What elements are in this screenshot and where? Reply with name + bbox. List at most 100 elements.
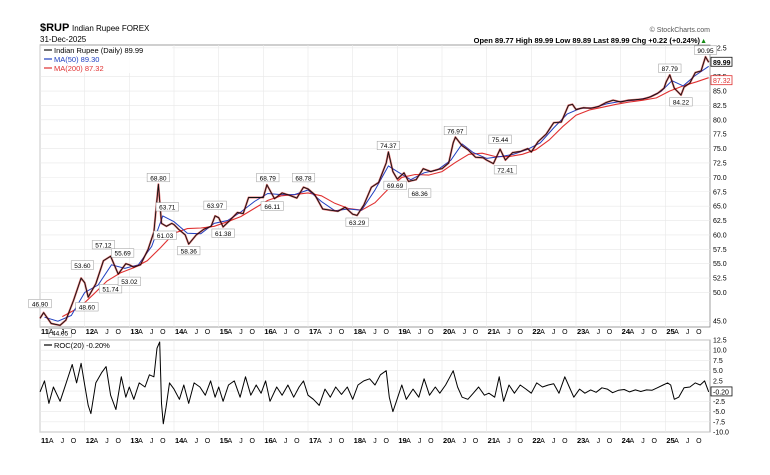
price-tick-label: 62.5: [713, 218, 727, 225]
roc-month-label: A: [361, 438, 366, 445]
price-tick-label: 70.0: [713, 175, 727, 182]
price-month-label: A: [138, 329, 143, 336]
price-month-label: O: [383, 329, 389, 336]
price-month-label: J: [463, 329, 467, 336]
annotation-label: 63.97: [207, 203, 224, 210]
roc-tick-label: 7.5: [713, 358, 723, 365]
annotation-label: 57.12: [95, 242, 112, 249]
price-month-label: J: [373, 329, 377, 336]
roc-year-label: 12: [86, 436, 94, 445]
annotation-box: [146, 173, 170, 183]
annotation-box: [292, 173, 316, 183]
roc-month-label: J: [105, 438, 109, 445]
roc-line: [39, 341, 710, 425]
price-tick-label: 45.0: [713, 319, 727, 326]
roc-month-label: A: [227, 438, 232, 445]
roc-tick-label: 12.5: [713, 338, 727, 345]
annotation-box: [153, 230, 177, 240]
price-tick-label: 67.5: [713, 189, 727, 196]
annotation-label: 55.69: [114, 251, 131, 258]
roc-year-label: 11: [41, 436, 49, 445]
price-month-label: O: [249, 329, 255, 336]
roc-month-label: J: [373, 438, 377, 445]
watermark: © StockCharts.com: [650, 26, 711, 34]
annotation-label: 74.37: [380, 143, 397, 150]
roc-legend: ROC(20) -0.20%: [44, 341, 110, 350]
roc-gridlines: [39, 339, 710, 433]
annotation-label: 53.02: [121, 279, 138, 286]
price-month-label: J: [284, 329, 288, 336]
price-tick-label: 52.5: [713, 276, 727, 283]
roc-year-label: 13: [130, 436, 138, 445]
annotation-box: [117, 276, 141, 286]
annotation-box: [70, 260, 94, 270]
roc-year-label: 23: [577, 436, 585, 445]
roc-month-label: O: [383, 438, 389, 445]
price-month-label: J: [641, 329, 645, 336]
roc-x-axis: 11 A J O 12 A J O 13 A J O 14 A J O 15 A J O 16 A J O 17 A J O 18 A J O…: [41, 436, 702, 445]
annotation-label: 75.44: [492, 137, 509, 144]
roc-month-label: J: [150, 438, 154, 445]
annotation-box: [493, 165, 517, 175]
price-month-label: J: [105, 329, 109, 336]
price-month-label: O: [294, 329, 300, 336]
roc-year-label: 18: [354, 436, 362, 445]
price-tick-label: 82.5: [713, 103, 727, 110]
last-price-tag: [710, 56, 733, 67]
roc-year-label: 21: [488, 436, 496, 445]
roc-month-label: O: [696, 438, 702, 445]
annotation-label: 68.80: [150, 175, 167, 182]
annotation-box: [211, 228, 235, 238]
annotation-box: [111, 248, 135, 258]
annotation-label: 66.11: [264, 204, 280, 211]
price-month-label: O: [115, 329, 121, 336]
annotation-box: [75, 302, 99, 312]
annotation-box: [383, 180, 407, 190]
roc-month-label: J: [329, 438, 333, 445]
annotation-box: [99, 284, 123, 294]
roc-year-label: 17: [309, 436, 317, 445]
price-month-label: A: [227, 329, 232, 336]
price-year-label: 16: [264, 327, 272, 336]
chart-instrument-name: Indian Rupee FOREX: [72, 24, 150, 33]
price-year-label: 14: [175, 327, 184, 336]
price-month-label: O: [473, 329, 479, 336]
roc-month-label: A: [317, 438, 322, 445]
annotation-box: [256, 173, 280, 183]
annotation-box: [48, 328, 72, 338]
price-month-label: J: [61, 329, 65, 336]
annotation-label: 87.79: [662, 66, 679, 73]
roc-year-label: 22: [532, 436, 540, 445]
price-year-label: 21: [488, 327, 496, 336]
price-month-label: A: [585, 329, 590, 336]
roc-month-label: J: [552, 438, 556, 445]
roc-month-label: J: [418, 438, 422, 445]
roc-tick-label: 2.5: [713, 378, 723, 385]
price-year-label: 19: [398, 327, 406, 336]
quote-line: Open 89.77 High 89.99 Low 89.89 Last 89.…: [474, 36, 701, 45]
price-month-label: O: [428, 329, 434, 336]
roc-month-label: J: [284, 438, 288, 445]
roc-year-label: 14: [175, 436, 184, 445]
price-month-label: J: [239, 329, 243, 336]
roc-month-label: J: [597, 438, 601, 445]
annotation-label: 68.78: [295, 175, 312, 182]
roc-series-group: [39, 341, 710, 425]
price-month-label: A: [629, 329, 634, 336]
price-month-label: A: [495, 329, 500, 336]
roc-month-label: A: [93, 438, 98, 445]
roc-last-tag-label: -0.20: [713, 389, 729, 396]
price-tick-label: 65.0: [713, 204, 727, 211]
last-price-tag-label: 89.99: [713, 60, 731, 67]
price-month-label: A: [674, 329, 679, 336]
price-tick-label: 57.5: [713, 247, 727, 254]
price-month-label: O: [651, 329, 657, 336]
roc-month-label: A: [406, 438, 411, 445]
ma200-tag: [710, 75, 733, 86]
roc-month-label: O: [249, 438, 255, 445]
legend-ma200: MA(200) 87.32: [54, 64, 104, 73]
chart-symbol: $RUP: [40, 22, 69, 34]
price-month-label: J: [329, 329, 333, 336]
price-month-label: O: [205, 329, 211, 336]
